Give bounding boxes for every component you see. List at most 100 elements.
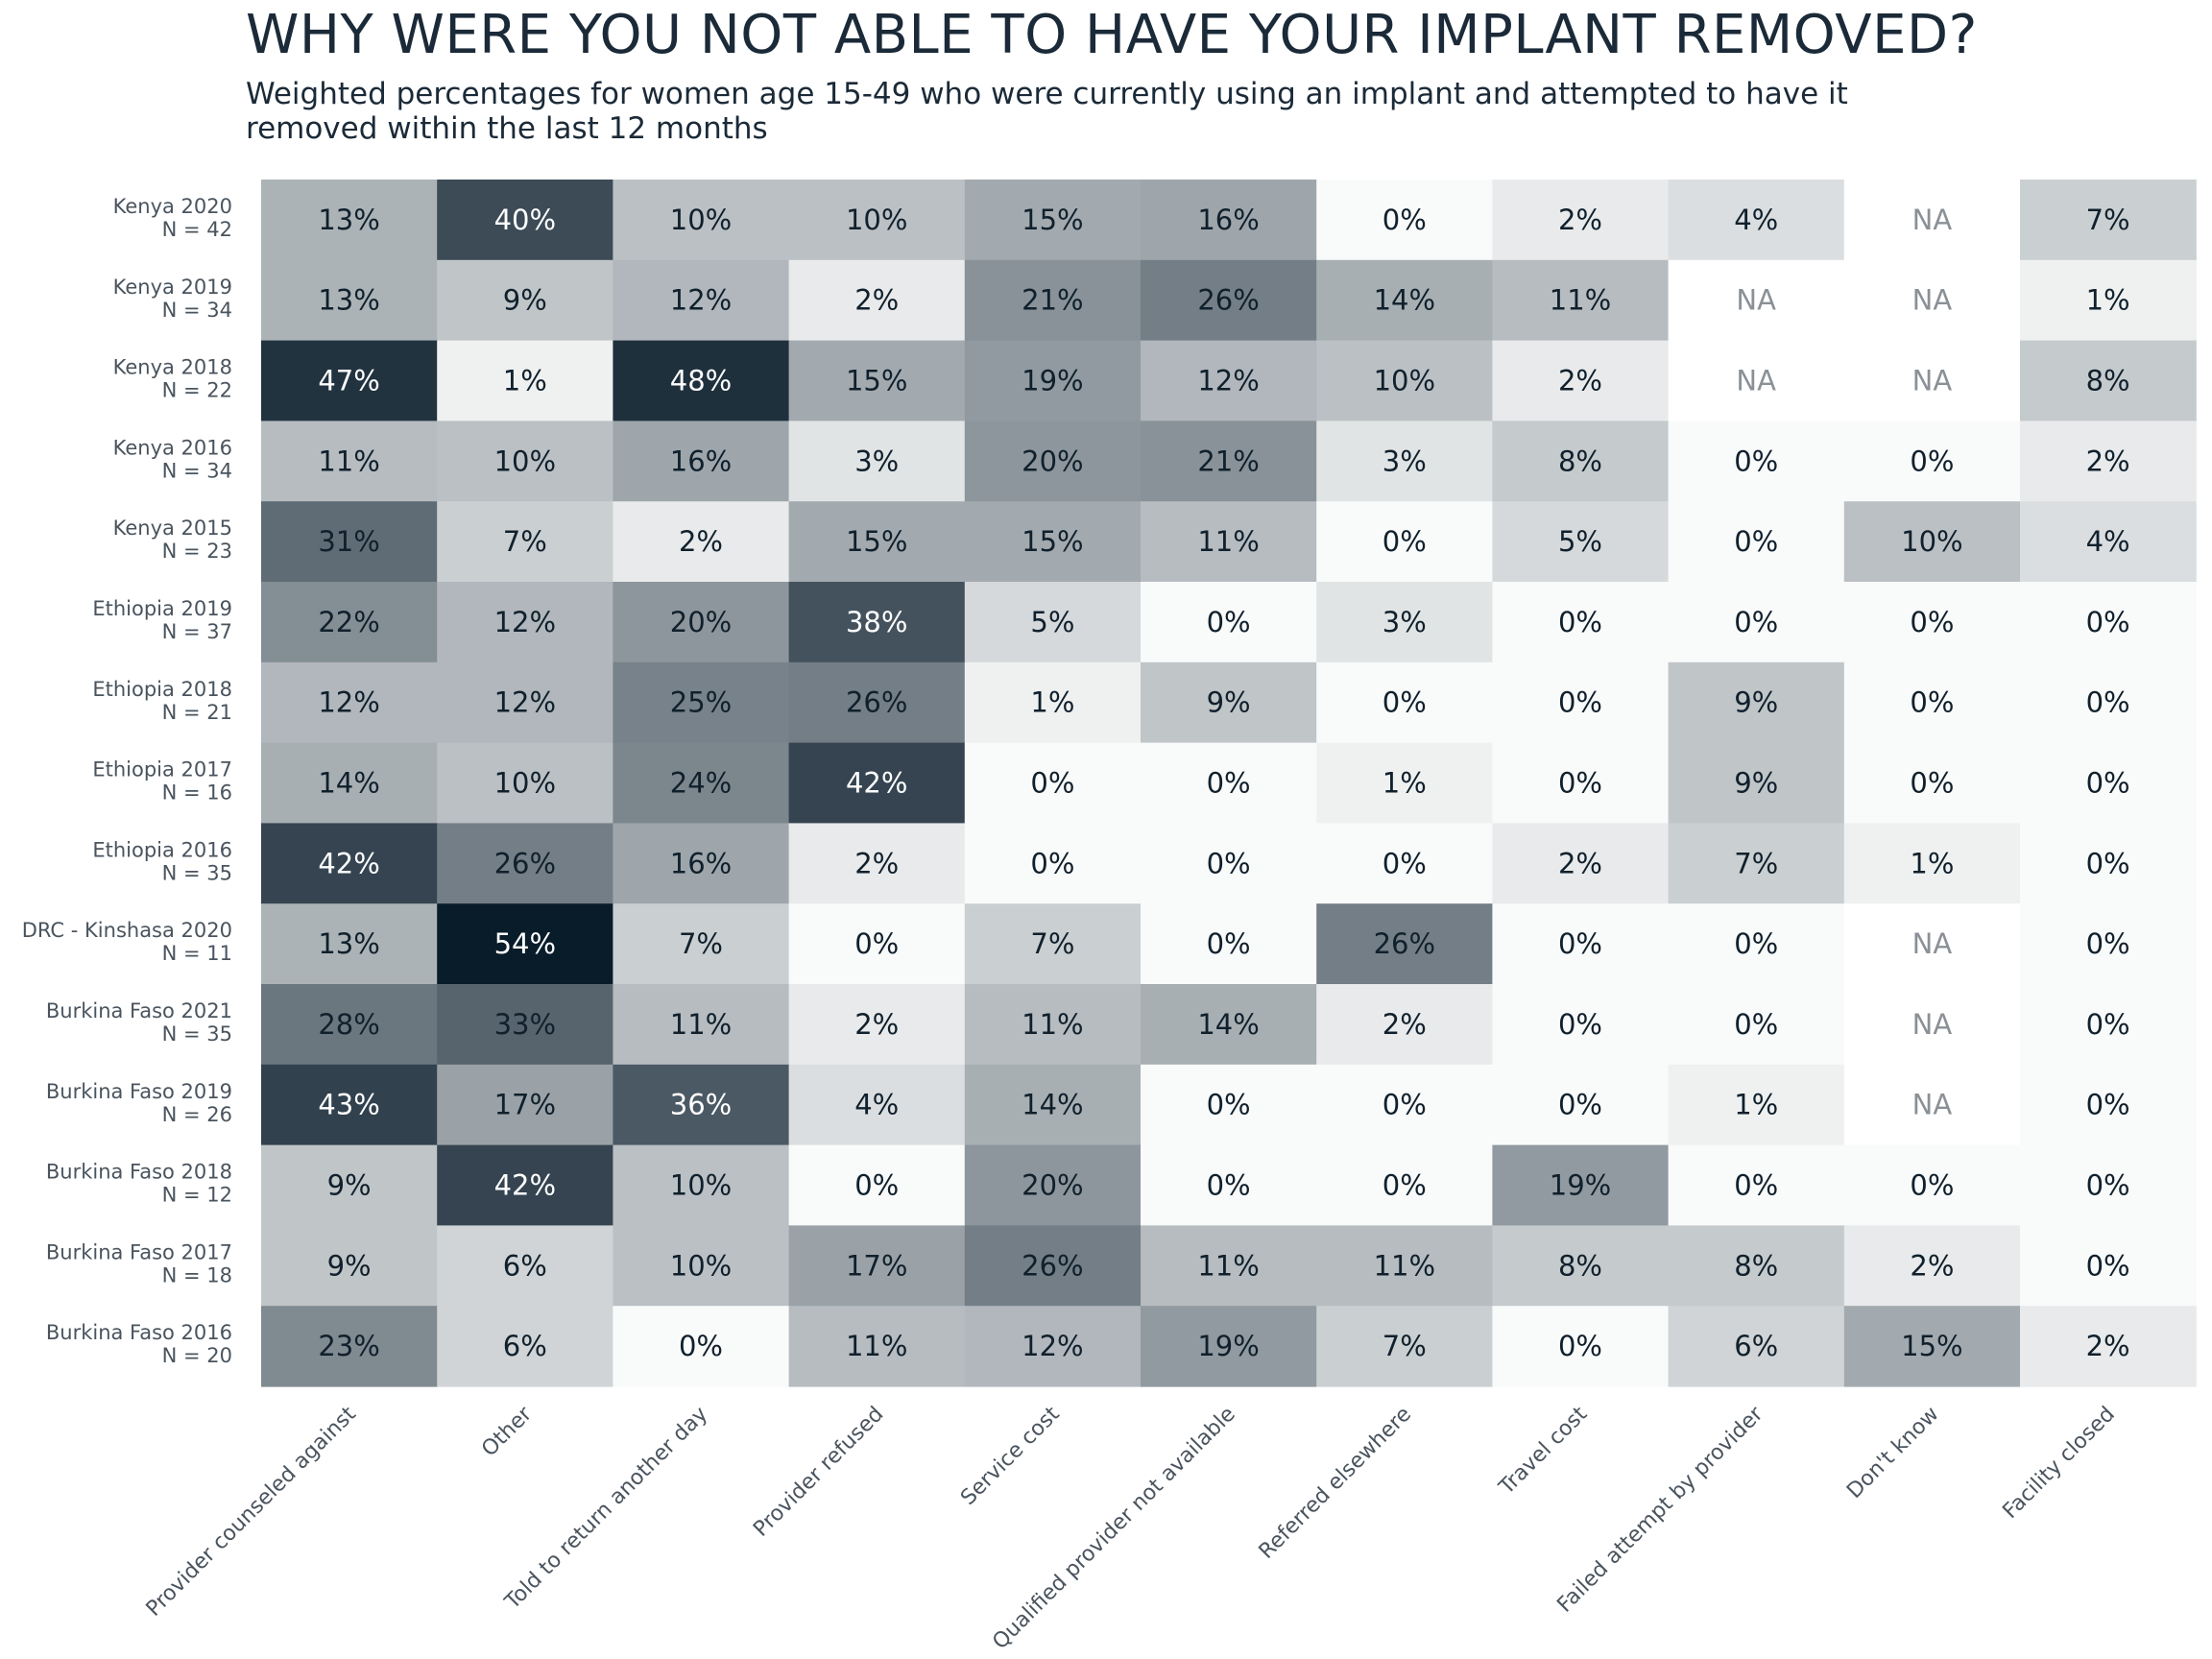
row-label: Burkina Faso 2021 bbox=[46, 999, 232, 1022]
cell-value-label: 38% bbox=[846, 606, 907, 638]
cell-value-label: 10% bbox=[670, 1249, 732, 1282]
heatmap-cell bbox=[788, 1225, 966, 1307]
cell-value-label: 15% bbox=[1901, 1330, 1962, 1362]
heatmap-cell bbox=[613, 1144, 790, 1226]
heatmap-cell bbox=[788, 421, 966, 502]
heatmap-cell bbox=[437, 501, 613, 583]
heatmap-cell bbox=[964, 984, 1142, 1066]
heatmap-cell bbox=[1141, 984, 1317, 1066]
column-label: Don't know bbox=[1842, 1403, 1943, 1503]
cell-value-label: 9% bbox=[1734, 686, 1778, 719]
cell-value-label: 26% bbox=[846, 686, 907, 719]
heatmap-cell bbox=[1492, 1306, 1670, 1387]
heatmap-cell bbox=[613, 421, 790, 502]
heatmap-cell bbox=[613, 259, 790, 342]
heatmap-cell bbox=[964, 661, 1142, 744]
heatmap-cell bbox=[788, 903, 966, 985]
heatmap-cell bbox=[788, 984, 966, 1066]
heatmap-cell bbox=[964, 501, 1142, 583]
heatmap-cell bbox=[2020, 742, 2197, 824]
heatmap-cell bbox=[437, 742, 613, 824]
cell-value-label: 10% bbox=[670, 204, 732, 236]
heatmap-cell bbox=[1843, 903, 2021, 985]
heatmap-cell bbox=[2020, 1306, 2197, 1387]
cell-value-label: 6% bbox=[503, 1330, 547, 1362]
heatmap-cell bbox=[1316, 582, 1493, 663]
cell-value-label: 0% bbox=[1910, 767, 1954, 800]
cell-value-label: 0% bbox=[1207, 767, 1251, 800]
heatmap-cell bbox=[964, 1225, 1142, 1307]
cell-value-label: 2% bbox=[854, 1008, 899, 1041]
heatmap-cell bbox=[1492, 340, 1670, 421]
heatmap-cell bbox=[437, 1225, 613, 1307]
cell-value-label: 10% bbox=[1374, 365, 1435, 397]
column-label: Other bbox=[477, 1402, 538, 1462]
heatmap-cell bbox=[1843, 984, 2021, 1066]
cell-value-label: 9% bbox=[327, 1249, 372, 1282]
cell-value-label: 2% bbox=[2086, 1330, 2130, 1362]
heatmap-cell bbox=[1141, 501, 1317, 583]
heatmap-cell bbox=[1492, 823, 1670, 904]
heatmap-cell bbox=[1316, 903, 1493, 985]
cell-value-label: 12% bbox=[494, 686, 556, 719]
cell-value-label: 12% bbox=[1022, 1330, 1083, 1362]
heatmap-cell bbox=[1316, 742, 1493, 824]
heatmap-cell bbox=[1316, 421, 1493, 502]
cell-value-label: 2% bbox=[2086, 445, 2130, 477]
heatmap-cell bbox=[1668, 903, 1845, 985]
cell-value-label: 15% bbox=[846, 365, 907, 397]
heatmap-cell bbox=[613, 1064, 790, 1146]
heatmap-cell bbox=[1492, 421, 1670, 502]
heatmap-cell bbox=[1316, 1225, 1493, 1307]
cell-value-label: 2% bbox=[679, 525, 723, 558]
heatmap-cell bbox=[964, 742, 1142, 824]
cell-value-label: 14% bbox=[1197, 1008, 1259, 1041]
cell-value-label: 15% bbox=[1022, 204, 1083, 236]
heatmap-cell bbox=[261, 823, 438, 904]
cell-value-label: 33% bbox=[494, 1008, 556, 1041]
heatmap-cell bbox=[437, 1064, 613, 1146]
heatmap-cell bbox=[1492, 742, 1670, 824]
heatmap-cell bbox=[1141, 903, 1317, 985]
cell-value-label: 13% bbox=[318, 204, 379, 236]
cell-value-label: 10% bbox=[1901, 525, 1962, 558]
heatmap-cell bbox=[437, 582, 613, 663]
cell-value-label: 21% bbox=[1022, 284, 1083, 317]
cell-value-label: 0% bbox=[2086, 847, 2130, 879]
cell-value-label: 2% bbox=[1558, 365, 1602, 397]
row-sample-size: N = 35 bbox=[162, 1022, 232, 1046]
heatmap-cell bbox=[1492, 259, 1670, 342]
heatmap-cell bbox=[1141, 823, 1317, 904]
cell-value-label: 11% bbox=[318, 445, 379, 477]
column-label: Told to return another day bbox=[500, 1403, 712, 1615]
heatmap-cell bbox=[964, 903, 1142, 985]
heatmap-cell bbox=[1316, 259, 1493, 342]
heatmap-cell bbox=[1843, 1144, 2021, 1226]
heatmap-cell bbox=[788, 259, 966, 342]
cell-value-label: 0% bbox=[1030, 767, 1074, 800]
cell-value-label: 7% bbox=[1030, 927, 1074, 960]
cell-value-label: NA bbox=[1736, 284, 1776, 317]
heatmap-cell bbox=[437, 1306, 613, 1387]
heatmap-cell bbox=[1141, 180, 1317, 261]
heatmap-cell bbox=[964, 421, 1142, 502]
cell-value-label: 23% bbox=[318, 1330, 379, 1362]
heatmap-cell bbox=[1843, 742, 2021, 824]
heatmap-cell bbox=[261, 661, 438, 744]
cell-value-label: 6% bbox=[503, 1249, 547, 1282]
heatmap-cell bbox=[2020, 582, 2197, 663]
cell-value-label: 0% bbox=[1382, 1089, 1427, 1121]
heatmap-cell bbox=[613, 1225, 790, 1307]
row-label: Kenya 2018 bbox=[113, 356, 232, 379]
heatmap-cell bbox=[1668, 1064, 1845, 1146]
heatmap-cell bbox=[613, 501, 790, 583]
cell-value-label: 0% bbox=[1382, 1169, 1427, 1202]
row-sample-size: N = 35 bbox=[162, 861, 232, 884]
heatmap-cell bbox=[1141, 1306, 1317, 1387]
heatmap-cell bbox=[1316, 340, 1493, 421]
cell-value-label: NA bbox=[1912, 204, 1953, 236]
cell-value-label: 3% bbox=[854, 445, 899, 477]
heatmap-cell bbox=[261, 180, 438, 261]
